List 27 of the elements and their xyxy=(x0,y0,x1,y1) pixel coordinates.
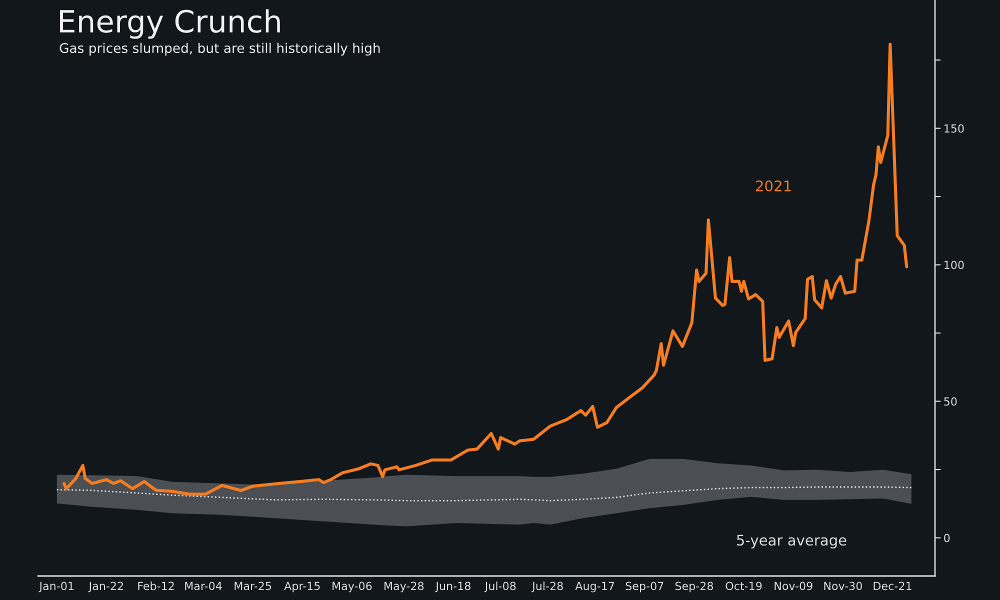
y-tick-label: 0 xyxy=(944,534,950,542)
x-tick-label: Feb-12 xyxy=(138,582,174,590)
x-tick-label: Jul-08 xyxy=(484,582,516,592)
text: Gas prices slumped, but are still historically high xyxy=(60,42,380,56)
x-tick-label: Apr-15 xyxy=(284,582,320,592)
x-tick-label: May-06 xyxy=(332,582,372,592)
x-tick-label: Oct-19 xyxy=(726,582,762,590)
y-tick-label: 100 xyxy=(944,260,964,270)
x-tick-label: Sep-28 xyxy=(675,582,714,592)
x-tick-label: Nov-30 xyxy=(824,582,862,590)
x-tick-label: Dec-21 xyxy=(874,582,912,590)
x-tick-label: Mar-25 xyxy=(234,582,272,590)
x-tick-label: Aug-17 xyxy=(575,582,614,592)
x-tick-label: Jun-18 xyxy=(435,582,470,592)
x-tick-label: Sep-07 xyxy=(626,582,664,592)
text: 2021 xyxy=(756,180,791,192)
x-tick-label: Nov-09 xyxy=(774,582,812,590)
y-tick-label: 50 xyxy=(944,397,957,406)
x-tick-label: May-28 xyxy=(384,582,424,592)
x-tick-label: Mar-04 xyxy=(185,582,222,590)
y-tick-label: 150 xyxy=(944,124,964,133)
text: 5-year average xyxy=(737,534,846,548)
chart-title: Energy Crunch xyxy=(60,9,280,39)
x-tick-label: Jul-28 xyxy=(532,582,563,592)
x-tick-label: Jan-22 xyxy=(88,582,123,592)
x-tick-label: Jan-01 xyxy=(38,582,74,592)
line-series xyxy=(56,486,912,502)
